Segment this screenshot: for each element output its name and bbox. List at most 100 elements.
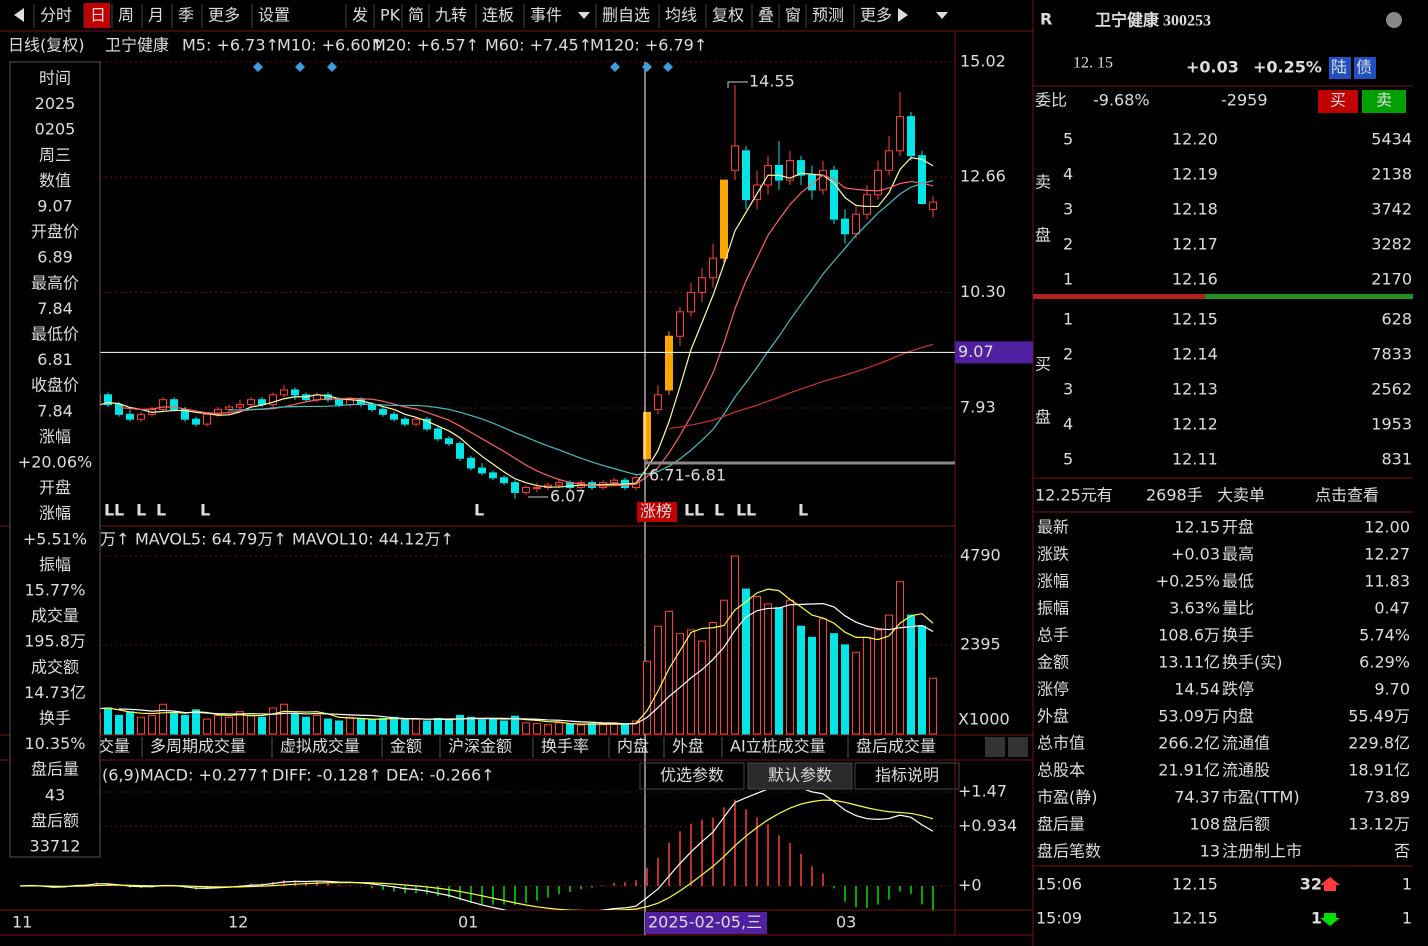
alert[interactable]: 点击查看	[1315, 486, 1379, 505]
candle-body	[192, 418, 200, 425]
tooltip-line: 盘后量	[31, 760, 79, 779]
signal: L	[714, 501, 724, 520]
volume-bar	[896, 581, 904, 735]
toolbar-item[interactable]: 月	[148, 6, 164, 25]
scroll-right[interactable]	[1008, 737, 1028, 757]
button-frame[interactable]	[639, 762, 745, 790]
indicator-tab[interactable]: 金额	[390, 737, 422, 756]
macd-button[interactable]: 指标说明	[875, 766, 939, 785]
event-diamond[interactable]	[610, 62, 620, 72]
event-diamond[interactable]	[295, 62, 305, 72]
volume-bar	[555, 722, 563, 735]
indicator-tab[interactable]: 盘后成交量	[856, 737, 936, 756]
crosshair-label: 9.07	[958, 342, 994, 361]
event-diamond[interactable]	[327, 62, 337, 72]
macd-button[interactable]: 优选参数	[660, 766, 724, 785]
indicator-tab[interactable]: 内盘	[617, 737, 649, 756]
tooltip-line: 7.84	[37, 299, 73, 318]
candle-body	[665, 335, 673, 391]
toolbar-item[interactable]: 更多	[860, 6, 892, 25]
volume-bar	[247, 714, 255, 735]
toolbar-item[interactable]: 预测	[812, 6, 844, 25]
buy-btn[interactable]	[1318, 90, 1358, 113]
indicator-tab[interactable]: 换手率	[541, 737, 589, 756]
signal: L	[746, 501, 756, 520]
volume-bar	[148, 714, 156, 735]
volume-bar	[797, 625, 805, 735]
ma-legend: M60: +7.45↑	[485, 36, 592, 55]
book-price: 12.12	[1172, 415, 1218, 434]
toolbar-item[interactable]: 季	[178, 6, 194, 25]
toolbar-item[interactable]: 均线	[665, 6, 697, 25]
indicator-tab[interactable]: AI立桩成交量	[730, 737, 826, 756]
event-diamond[interactable]	[253, 62, 263, 72]
volume-tick-label: 2395	[960, 635, 1001, 654]
event-diamond[interactable]	[663, 62, 673, 72]
toolbar-item[interactable]: 事件	[530, 6, 562, 25]
candle-body	[137, 413, 145, 420]
price-tick-label: 12.66	[960, 167, 1006, 186]
candle-body	[236, 404, 244, 408]
button-frame[interactable]	[854, 762, 960, 790]
candle-body	[489, 472, 497, 479]
indicator-tab[interactable]: 多周期成交量	[150, 737, 246, 756]
toolbar-item[interactable]: 分时	[40, 6, 72, 25]
candle-body	[401, 418, 409, 425]
toolbar-item[interactable]: 九转	[435, 6, 467, 25]
toolbar-item[interactable]: 设置	[258, 6, 290, 25]
volume-bar	[632, 720, 640, 735]
volume-bar	[709, 622, 717, 735]
period: 日线(复权)	[8, 36, 85, 55]
volume-bar	[753, 596, 761, 735]
volume-bar	[181, 714, 189, 735]
volume-bar	[863, 636, 871, 735]
crosshair-label-bg	[955, 341, 1033, 364]
macd-button[interactable]: 默认参数	[768, 766, 832, 785]
tooltip-line: 2025	[35, 94, 76, 113]
stat-value: 18.91亿	[1348, 761, 1410, 780]
book-level: 5	[1063, 450, 1073, 469]
indicator-tab[interactable]: 虚拟成交量	[280, 737, 360, 756]
toolbar-item[interactable]: 日	[90, 6, 106, 25]
settings[interactable]	[1386, 12, 1402, 28]
tooltip-line: 涨幅	[39, 427, 71, 446]
tooltip-line: 6.89	[37, 248, 73, 267]
toolbar-item[interactable]: 更多	[208, 6, 240, 25]
volume-bar	[885, 614, 893, 735]
button-active	[747, 762, 853, 790]
volume-bar	[225, 716, 233, 735]
weibi-diff: -2959	[1221, 91, 1268, 110]
indicator-tab[interactable]: 沪深金额	[448, 737, 512, 756]
candle-body	[720, 179, 728, 259]
active-tab[interactable]	[84, 3, 110, 28]
tooltip-line: 数值	[39, 171, 71, 190]
toolbar-item[interactable]: 连板	[482, 6, 514, 25]
book-level: 2	[1063, 345, 1073, 364]
indicator-tab[interactable]: 外盘	[672, 737, 704, 756]
toolbar-item[interactable]: 窗	[785, 6, 801, 25]
ma-legend: M20: +6.57↑	[372, 36, 479, 55]
scroll-left[interactable]	[985, 737, 1005, 757]
flag: R	[1040, 10, 1052, 29]
book-volume: 7833	[1371, 345, 1412, 364]
volume-bar	[258, 716, 266, 735]
toolbar-item[interactable]: 发	[352, 6, 368, 25]
stat-value: 13.12万	[1348, 815, 1410, 834]
sell-btn[interactable]	[1362, 90, 1406, 113]
signal: L	[114, 501, 124, 520]
book-volume: 628	[1381, 310, 1412, 329]
stat-value: 12.00	[1364, 518, 1410, 537]
toolbar-item[interactable]: 删自选	[602, 6, 650, 25]
toolbar-item[interactable]: 叠	[758, 6, 774, 25]
candle-body	[170, 399, 178, 410]
stat-label: 流通值	[1222, 734, 1270, 753]
candle-body	[368, 404, 376, 410]
toolbar-item[interactable]: 简	[408, 6, 424, 25]
event-diamond[interactable]	[642, 62, 652, 72]
trade-price: 12.15	[1172, 909, 1218, 928]
button-frame[interactable]	[747, 762, 853, 790]
toolbar-item[interactable]: PK	[380, 6, 401, 25]
toolbar-item[interactable]: 周	[118, 6, 134, 25]
stat-value: 11.83	[1364, 572, 1410, 591]
toolbar-item[interactable]: 复权	[712, 6, 744, 25]
